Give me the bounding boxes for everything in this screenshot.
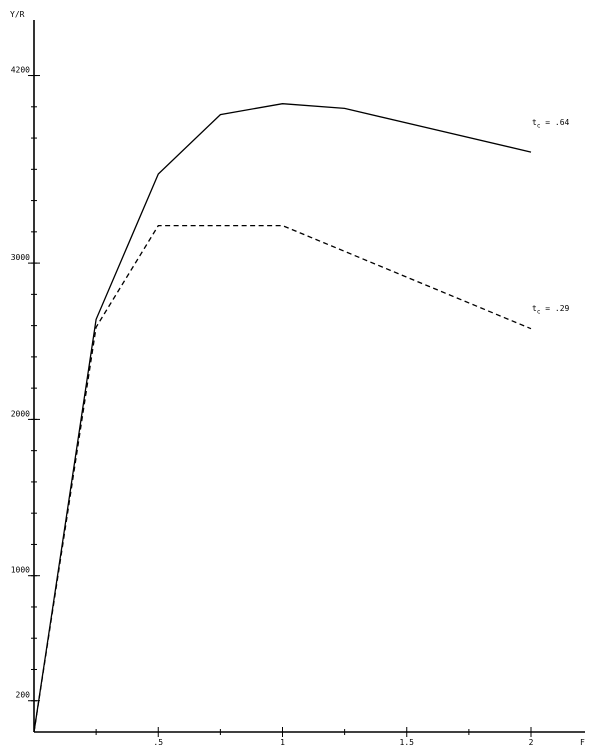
series-line-dashed <box>33 224 532 733</box>
x-tick-label: 1.5 <box>400 738 415 747</box>
series-label-lower: tc = .29 <box>532 304 570 316</box>
y-tick-label: 1000 <box>11 566 30 575</box>
y-tick-label: 3000 <box>11 253 30 262</box>
axes <box>33 20 585 733</box>
x-tick-label: .5 <box>153 738 163 747</box>
tick-labels: 200 1000 2000 3000 4200 .5 1 1.5 2 <box>11 66 534 747</box>
series-group <box>33 103 532 733</box>
y-tick-label: 2000 <box>11 409 30 418</box>
series-line-solid <box>33 103 532 733</box>
x-tick-label: 2 <box>529 738 534 747</box>
x-axis-title: F <box>580 738 585 747</box>
x-tick-label: 1 <box>280 738 285 747</box>
y-tick-label: 200 <box>16 691 31 700</box>
ticks <box>28 75 532 737</box>
y-axis-title: Y/R <box>10 10 25 19</box>
series-label-upper: tc = .64 <box>532 118 570 130</box>
y-tick-label: 4200 <box>11 66 30 75</box>
